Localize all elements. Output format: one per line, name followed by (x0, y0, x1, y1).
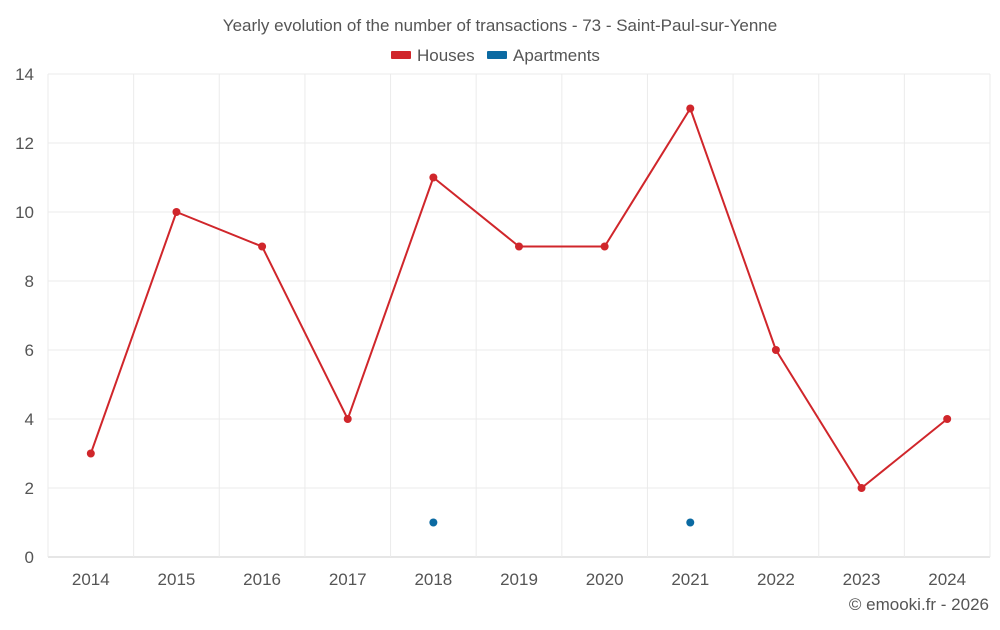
data-point-apartments (686, 518, 695, 527)
footer-credit: © emooki.fr - 2026 (849, 595, 989, 614)
gridlines (47, 73, 991, 558)
x-tick-label: 2017 (329, 570, 367, 589)
data-point-houses (686, 104, 695, 113)
x-tick-label: 2024 (928, 570, 966, 589)
series-layer (86, 104, 952, 527)
x-tick-label: 2021 (671, 570, 709, 589)
y-axis: 0 2 4 6 8 10 12 14 (15, 65, 34, 567)
data-point-houses (429, 173, 438, 182)
x-tick-label: 2018 (414, 570, 452, 589)
legend-label-apartments: Apartments (513, 46, 600, 65)
data-point-houses (343, 415, 352, 423)
data-point-houses (258, 242, 267, 251)
data-point-houses (857, 484, 866, 492)
legend-swatch-houses (391, 51, 411, 59)
legend-item-apartments[interactable]: Apartments (487, 46, 600, 65)
x-tick-label: 2014 (72, 570, 110, 589)
legend-label-houses: Houses (417, 46, 475, 65)
y-tick-label: 4 (25, 410, 34, 429)
data-point-houses (172, 208, 181, 216)
legend: Houses Apartments (391, 46, 600, 65)
y-tick-label: 6 (25, 341, 34, 360)
x-axis: 2014 2015 2016 2017 2018 2019 2020 2021 2022 2023… (72, 570, 966, 589)
legend-item-houses[interactable]: Houses (391, 46, 475, 65)
data-point-houses (515, 242, 523, 251)
chart-title: Yearly evolution of the number of transa… (223, 16, 777, 35)
y-tick-label: 8 (25, 272, 34, 291)
x-tick-label: 2023 (843, 570, 881, 589)
data-point-houses (943, 415, 952, 423)
x-tick-label: 2020 (586, 570, 624, 589)
x-tick-label: 2019 (500, 570, 538, 589)
x-tick-label: 2016 (243, 570, 281, 589)
x-tick-label: 2015 (158, 570, 196, 589)
legend-swatch-apartments (487, 51, 507, 59)
data-point-houses (86, 449, 95, 458)
data-point-apartments (429, 518, 438, 527)
data-point-houses (771, 346, 780, 354)
y-tick-label: 2 (25, 479, 34, 498)
y-tick-label: 10 (15, 203, 34, 222)
y-tick-label: 0 (25, 548, 34, 567)
data-point-houses (600, 242, 609, 251)
x-tick-label: 2022 (757, 570, 795, 589)
y-tick-label: 14 (15, 65, 34, 84)
y-tick-label: 12 (15, 134, 34, 153)
